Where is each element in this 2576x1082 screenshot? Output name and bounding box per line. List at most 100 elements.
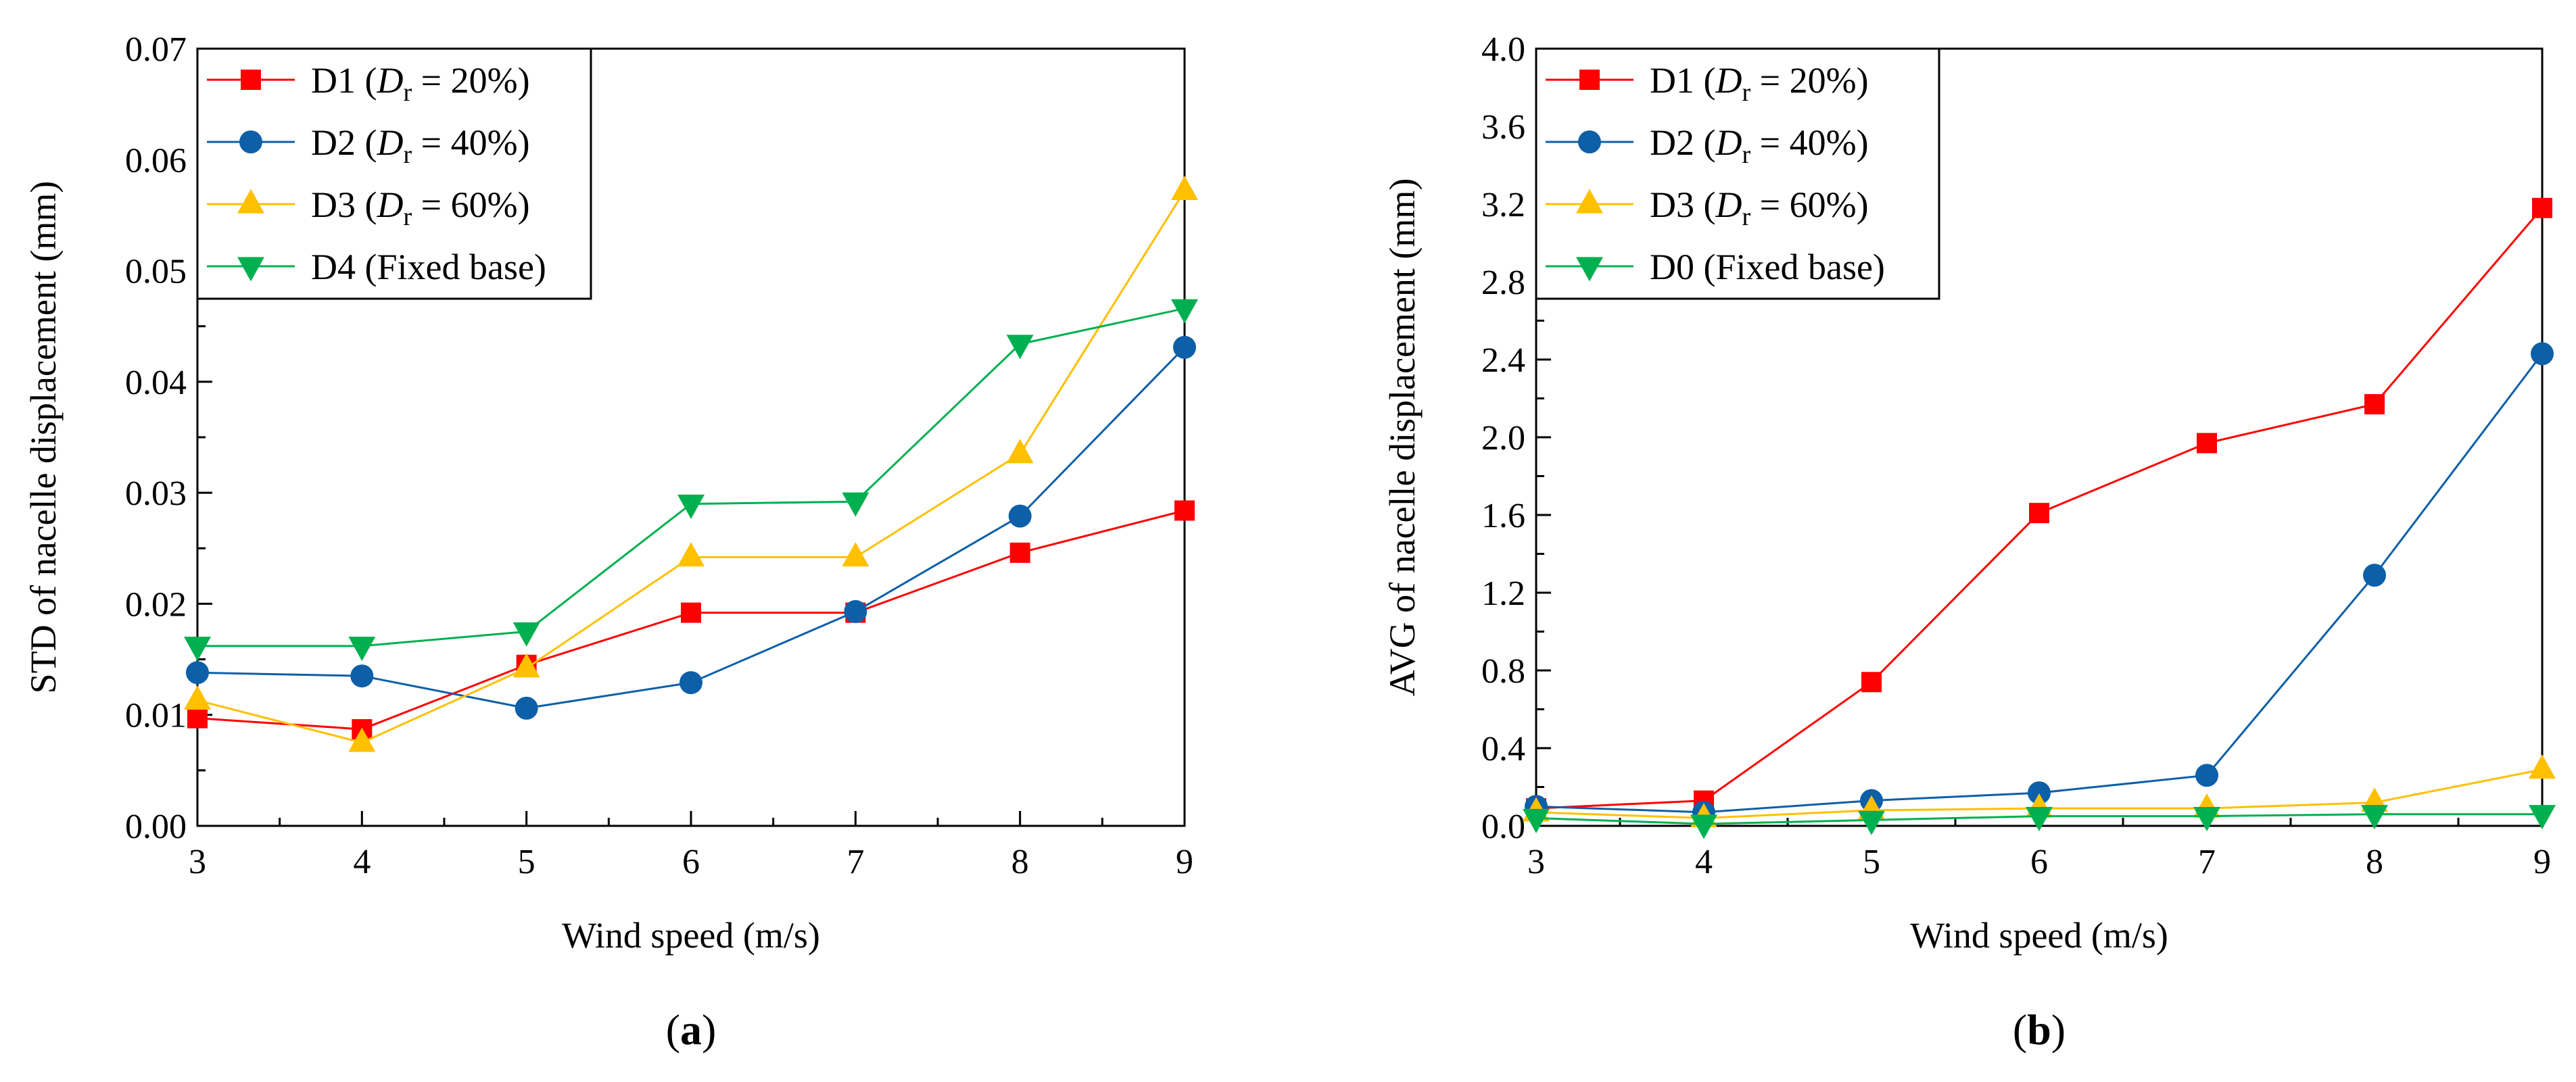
legend-entry-d2: D2 (Dr = 40%) <box>1650 122 1869 169</box>
data-point-d1 <box>2029 503 2049 524</box>
legend-marker-d3 <box>237 189 264 214</box>
data-point-d2 <box>844 599 867 623</box>
data-point-d4 <box>1006 335 1034 360</box>
data-point-d3 <box>842 542 869 567</box>
y-tick-label: 0.02 <box>125 585 187 624</box>
data-point-d2 <box>1008 504 1032 528</box>
y-tick-label: 0.05 <box>125 253 187 291</box>
y-tick-label: 0.07 <box>125 30 187 69</box>
data-point-d2 <box>2531 342 2554 366</box>
data-point-d4 <box>1171 299 1198 324</box>
data-point-d3 <box>1171 175 1198 200</box>
data-point-d3 <box>348 727 376 752</box>
legend-marker-d4 <box>237 257 264 282</box>
data-point-d1 <box>1174 500 1195 521</box>
y-tick-label: 0.4 <box>1481 730 1525 768</box>
data-point-d1 <box>1861 672 1882 693</box>
x-tick-label: 3 <box>1527 843 1545 881</box>
legend-entry-d4: D4 (Fixed base) <box>311 247 546 287</box>
x-axis-title: Wind speed (m/s) <box>1910 915 2168 956</box>
data-point-d3 <box>677 542 705 567</box>
data-point-d4 <box>842 492 869 517</box>
data-point-d2 <box>186 661 209 685</box>
data-point-d3 <box>184 685 211 710</box>
x-tick-label: 6 <box>682 843 700 881</box>
legend: D1 (Dr = 20%) D2 (Dr = 40%) D3 (Dr = 60%) D… <box>1535 47 1940 300</box>
data-point-d1 <box>187 708 208 729</box>
x-tick-label: 4 <box>353 843 371 881</box>
data-point-d3 <box>2529 754 2556 779</box>
chart-panel-a: 3 4 5 6 7 8 9 0.00 0.01 0.02 0.03 0.04 0.05 0.06 0.07 W… <box>23 30 1198 1054</box>
legend-entry-d3: D3 (Dr = 60%) <box>311 185 530 231</box>
y-tick-label: 0.06 <box>125 141 187 180</box>
data-point-d3 <box>1006 439 1034 464</box>
data-point-d4 <box>184 637 211 662</box>
y-tick-label: 3.2 <box>1481 186 1525 224</box>
data-point-d2 <box>2028 781 2051 805</box>
legend-marker-d3 <box>1576 189 1603 214</box>
data-point-d0 <box>1523 808 1550 833</box>
data-point-d1 <box>1009 542 1030 563</box>
data-point-d2 <box>2363 564 2386 587</box>
data-point-d1 <box>681 602 701 623</box>
data-point-d2 <box>679 671 702 695</box>
x-tick-label: 9 <box>2533 843 2551 881</box>
x-tick-label: 5 <box>518 843 535 881</box>
x-tick-label: 3 <box>189 843 206 881</box>
data-point-d0 <box>1690 814 1717 839</box>
x-tick-label: 5 <box>1863 843 1880 881</box>
data-point-d2 <box>350 664 374 688</box>
series-line-d2 <box>1535 353 2544 814</box>
y-tick-label: 1.6 <box>1481 497 1525 535</box>
y-tick-label: 0.00 <box>125 808 187 846</box>
y-tick-label: 3.6 <box>1481 108 1525 147</box>
data-point-d2 <box>515 696 538 720</box>
y-tick-label: 0.04 <box>125 364 187 402</box>
data-point-d0 <box>2529 805 2556 830</box>
data-point-d2 <box>2195 764 2218 787</box>
data-point-d1 <box>2532 197 2552 218</box>
y-axis-title: AVG of nacelle displacement (mm) <box>1382 178 1423 697</box>
x-axis-title: Wind speed (m/s) <box>562 915 820 956</box>
data-point-d1 <box>2364 394 2385 415</box>
y-tick-label: 1.2 <box>1481 574 1525 613</box>
series-d2 <box>186 335 1196 720</box>
data-point-d0 <box>2193 806 2220 831</box>
chart-panel-b: 3 4 5 6 7 8 9 0.0 0.4 0.8 1.2 1.6 2.0 2.4 2.8 3.2 3.6 4.0… <box>1382 30 2556 1054</box>
x-tick-label: 8 <box>2366 843 2383 881</box>
series-d4 <box>184 299 1198 662</box>
legend-entry-d3: D3 (Dr = 60%) <box>1650 185 1869 231</box>
y-tick-label: 4.0 <box>1481 30 1525 69</box>
data-point-d4 <box>677 494 705 519</box>
series-line-d2 <box>197 346 1186 710</box>
legend-entry-d1: D1 (Dr = 20%) <box>311 60 530 107</box>
y-tick-label: 0.03 <box>125 474 187 513</box>
legend: D1 (Dr = 20%) D2 (Dr = 40%) D3 (Dr = 60%) D… <box>196 47 592 300</box>
y-tick-label: 0.0 <box>1481 808 1525 846</box>
x-tick-label: 7 <box>846 843 864 881</box>
panel-label-a: (a) <box>666 1006 717 1054</box>
legend-marker-d2 <box>1578 130 1601 153</box>
y-tick-label: 2.8 <box>1481 264 1525 302</box>
x-tick-label: 6 <box>2030 843 2048 881</box>
data-point-d0 <box>1858 810 1885 835</box>
legend-entry-d0: D0 (Fixed base) <box>1650 247 1885 287</box>
series-d1 <box>187 500 1195 740</box>
series-d3 <box>184 175 1198 752</box>
x-tick-label: 4 <box>1695 843 1713 881</box>
data-point-d2 <box>1173 335 1196 359</box>
legend-marker-d0 <box>1576 257 1603 282</box>
y-tick-label: 0.8 <box>1481 652 1525 691</box>
data-point-d0 <box>2026 806 2053 831</box>
legend-frame <box>1535 47 1940 300</box>
y-tick-label: 2.0 <box>1481 419 1525 458</box>
legend-entry-d2: D2 (Dr = 40%) <box>311 122 530 169</box>
legend-marker-d2 <box>239 130 262 153</box>
y-tick-label: 0.01 <box>125 697 187 735</box>
data-point-d4 <box>348 637 376 662</box>
y-axis-title: STD of nacelle displacement (mm) <box>23 181 64 694</box>
x-tick-label: 8 <box>1011 843 1029 881</box>
data-point-d1 <box>2197 433 2217 453</box>
x-tick-label: 9 <box>1176 843 1193 881</box>
